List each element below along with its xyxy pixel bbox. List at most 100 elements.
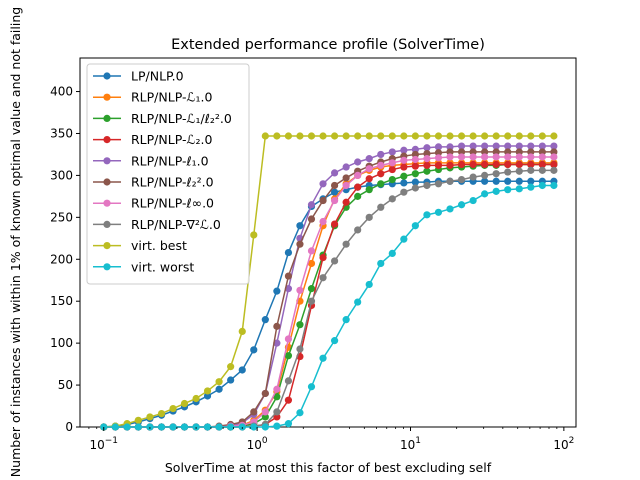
- data-point: [411, 222, 419, 230]
- data-point: [527, 166, 535, 174]
- legend-label: RLP/NLP-ℒ₁.0: [131, 90, 212, 105]
- data-point: [538, 132, 546, 140]
- data-point: [400, 235, 408, 243]
- data-point: [550, 166, 558, 174]
- legend-marker: [103, 114, 111, 122]
- data-point: [504, 132, 512, 140]
- data-point: [273, 413, 281, 421]
- data-point: [296, 132, 304, 140]
- data-point: [307, 285, 316, 293]
- data-point: [180, 423, 189, 431]
- data-point: [365, 280, 373, 289]
- data-point: [273, 287, 281, 295]
- series-9: [100, 181, 558, 431]
- data-point: [296, 286, 304, 294]
- data-point: [492, 160, 500, 169]
- y-tick-label: 350: [50, 126, 73, 140]
- data-point: [457, 153, 466, 161]
- data-point: [250, 346, 258, 354]
- data-point: [400, 172, 408, 180]
- data-point: [411, 170, 419, 178]
- y-tick-label: 100: [50, 336, 73, 350]
- data-point: [319, 196, 327, 205]
- legend-marker: [103, 220, 111, 228]
- data-point: [411, 155, 419, 164]
- data-point: [284, 248, 293, 257]
- data-point: [423, 150, 431, 158]
- x-axis-label: SolverTime at most this factor of best e…: [165, 460, 492, 475]
- data-point: [215, 385, 223, 393]
- data-point: [296, 409, 304, 417]
- data-point: [550, 160, 558, 169]
- legend-label: RLP/NLP-ℒ₂.0: [131, 132, 212, 147]
- data-point: [481, 190, 489, 198]
- y-tick-label: 200: [50, 252, 73, 266]
- data-point: [434, 161, 443, 169]
- data-point: [388, 148, 396, 156]
- data-point: [330, 196, 339, 205]
- data-point: [550, 153, 558, 161]
- series-line: [103, 184, 554, 428]
- data-point: [250, 231, 258, 239]
- data-point: [515, 148, 523, 156]
- data-point: [261, 132, 269, 140]
- data-point: [527, 153, 535, 161]
- data-point: [388, 165, 396, 174]
- data-point: [515, 177, 523, 185]
- data-point: [492, 187, 500, 195]
- legend-marker: [103, 157, 111, 165]
- data-point: [354, 192, 362, 200]
- data-point: [469, 132, 477, 140]
- data-point: [492, 153, 500, 161]
- data-point: [446, 148, 454, 156]
- x-tick-label: 100: [247, 436, 268, 452]
- data-point: [538, 166, 546, 174]
- legend-item: LP/NLP.0: [93, 69, 184, 84]
- data-point: [250, 423, 258, 431]
- data-point: [330, 132, 339, 140]
- data-point: [319, 354, 327, 362]
- data-point: [273, 422, 281, 430]
- data-point: [481, 142, 489, 150]
- data-point: [123, 423, 131, 431]
- data-point: [296, 345, 304, 353]
- data-point: [354, 132, 362, 140]
- data-point: [296, 222, 304, 230]
- data-point: [157, 423, 166, 431]
- legend-item: virt. best: [93, 238, 187, 253]
- legend-item: RLP/NLP-ℒ₁/ℓ₂².0: [93, 111, 232, 126]
- data-point: [330, 181, 339, 190]
- x-tick-label: 102: [553, 436, 574, 452]
- data-point: [515, 153, 523, 161]
- legend-marker: [103, 263, 111, 271]
- data-point: [434, 149, 443, 157]
- data-point: [504, 142, 512, 150]
- data-point: [227, 376, 235, 384]
- data-point: [388, 132, 396, 140]
- data-point: [400, 146, 408, 154]
- data-point: [284, 377, 293, 385]
- data-point: [284, 352, 293, 360]
- data-point: [515, 160, 523, 169]
- data-point: [273, 385, 281, 393]
- legend-item: RLP/NLP-ℓ₂².0: [93, 175, 214, 190]
- data-point: [457, 142, 466, 150]
- y-tick-label: 50: [58, 378, 73, 392]
- data-point: [481, 177, 489, 185]
- data-point: [411, 178, 419, 186]
- data-point: [515, 167, 523, 175]
- series-8: [100, 132, 558, 431]
- data-point: [261, 408, 269, 416]
- data-point: [238, 327, 246, 335]
- data-point: [538, 160, 546, 169]
- data-point: [365, 213, 373, 221]
- data-point: [284, 396, 293, 404]
- data-point: [273, 408, 281, 416]
- data-point: [203, 387, 212, 395]
- data-point: [342, 240, 350, 248]
- data-point: [492, 132, 500, 140]
- data-point: [157, 409, 166, 418]
- data-point: [273, 132, 281, 140]
- data-point: [434, 180, 443, 188]
